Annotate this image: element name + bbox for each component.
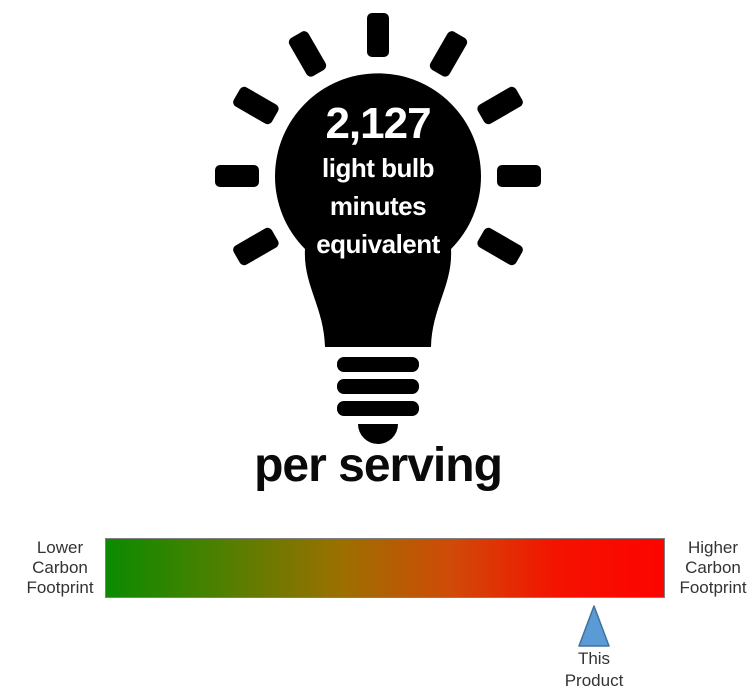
bulb-unit-line: equivalent <box>316 229 440 259</box>
bulb-unit-line: minutes <box>329 191 427 221</box>
bulb-unit-line: light bulb <box>322 153 434 183</box>
per-serving-caption: per serving <box>254 439 503 492</box>
bulb-body <box>275 73 482 348</box>
bulb-tip <box>358 424 398 444</box>
lower-footprint-label: Lower Carbon Footprint <box>26 538 94 597</box>
higher-footprint-label: Higher Carbon Footprint <box>679 538 747 597</box>
light-bulb-icon <box>215 13 541 444</box>
bulb-value: 2,127 <box>325 99 431 148</box>
bulb-base-threads <box>337 357 419 416</box>
this-product-label: This Product <box>564 649 624 690</box>
this-product-marker-icon <box>578 605 610 647</box>
light-rays-icon <box>215 13 541 266</box>
footprint-gradient-bar <box>105 538 665 598</box>
bulb-text-block: 2,127 light bulb minutes equivalent <box>208 0 548 263</box>
light-bulb-graphic: 2,127 light bulb minutes equivalent <box>208 0 548 450</box>
